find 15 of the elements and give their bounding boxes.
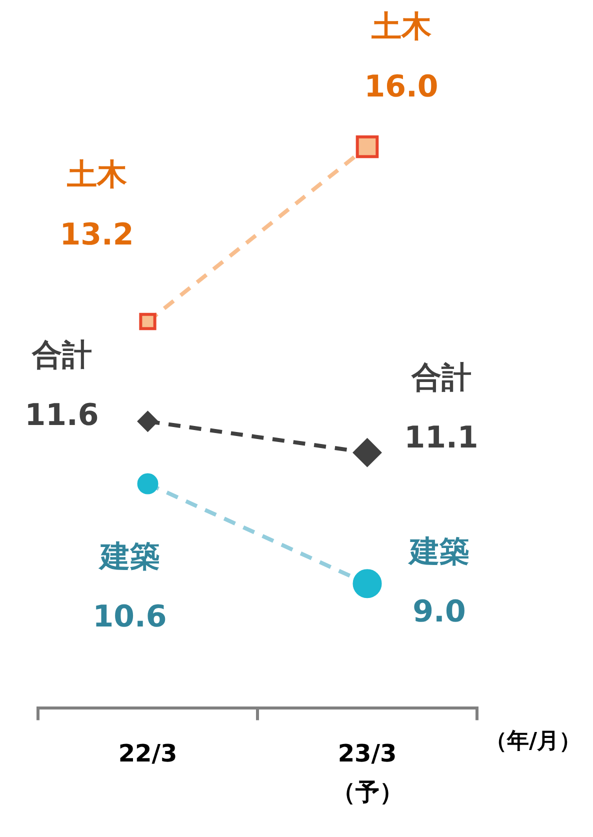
x-tick-label: 23/3 （予）	[331, 740, 404, 806]
data-label: 13.2	[60, 217, 134, 252]
text: 合計	[32, 338, 92, 374]
data-label: 11.6	[24, 398, 99, 434]
data-label: 11.1	[404, 420, 478, 456]
text: 土木	[370, 10, 432, 45]
x-tick-label: 22/3	[118, 740, 178, 768]
x-axis-title: （年/月）	[485, 728, 582, 754]
text: 建築	[100, 540, 160, 575]
data-label: 10.6	[92, 600, 167, 635]
text: 合計	[410, 360, 472, 396]
data-label: 16.0	[364, 70, 438, 105]
text: 土木	[66, 157, 127, 192]
series-label: 建築	[407, 534, 470, 570]
data-label: 9.0	[412, 594, 466, 630]
